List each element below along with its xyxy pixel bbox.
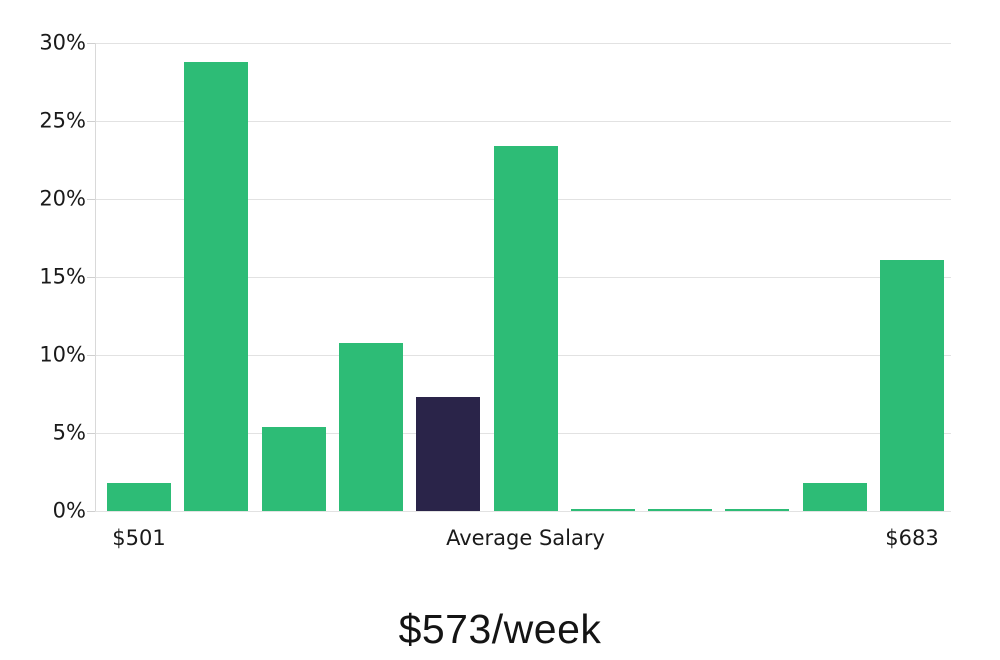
bar (802, 482, 867, 511)
y-tick-mark (87, 43, 95, 44)
y-tick-mark (87, 355, 95, 356)
gridline (95, 121, 951, 122)
chart-title: $573/week (398, 606, 602, 652)
plot-area (87, 43, 951, 512)
y-axis-line (95, 43, 96, 511)
bar (107, 482, 171, 511)
y-tick-mark (87, 511, 95, 512)
x-tick-label: Average Salary (446, 526, 605, 550)
y-tick-label: 30% (39, 30, 86, 55)
y-tick-mark (87, 433, 95, 434)
bar (880, 259, 944, 511)
bar (648, 509, 713, 511)
y-tick-label: 10% (39, 342, 86, 367)
bar (570, 509, 635, 511)
y-tick-mark (87, 277, 95, 278)
gridline (95, 511, 951, 512)
y-tick-label: 0% (52, 498, 86, 523)
bar (184, 61, 249, 511)
bar (338, 342, 403, 511)
bar-highlighted-average (416, 397, 481, 511)
gridline (95, 43, 951, 44)
x-tick-label: $501 (112, 526, 166, 550)
y-tick-label: 20% (39, 186, 86, 211)
bar (261, 426, 326, 511)
bar (725, 509, 790, 511)
y-axis-tick-labels: 0% 5% 10% 15% 20% 25% 30% (0, 32, 86, 521)
y-tick-mark (87, 121, 95, 122)
x-axis-tick-labels: $501 Average Salary $683 (95, 526, 951, 556)
y-tick-label: 5% (52, 420, 86, 445)
bar (493, 145, 558, 511)
y-tick-label: 15% (39, 264, 86, 289)
x-tick-label: $683 (885, 526, 939, 550)
y-tick-mark (87, 199, 95, 200)
y-tick-label: 25% (39, 108, 86, 133)
